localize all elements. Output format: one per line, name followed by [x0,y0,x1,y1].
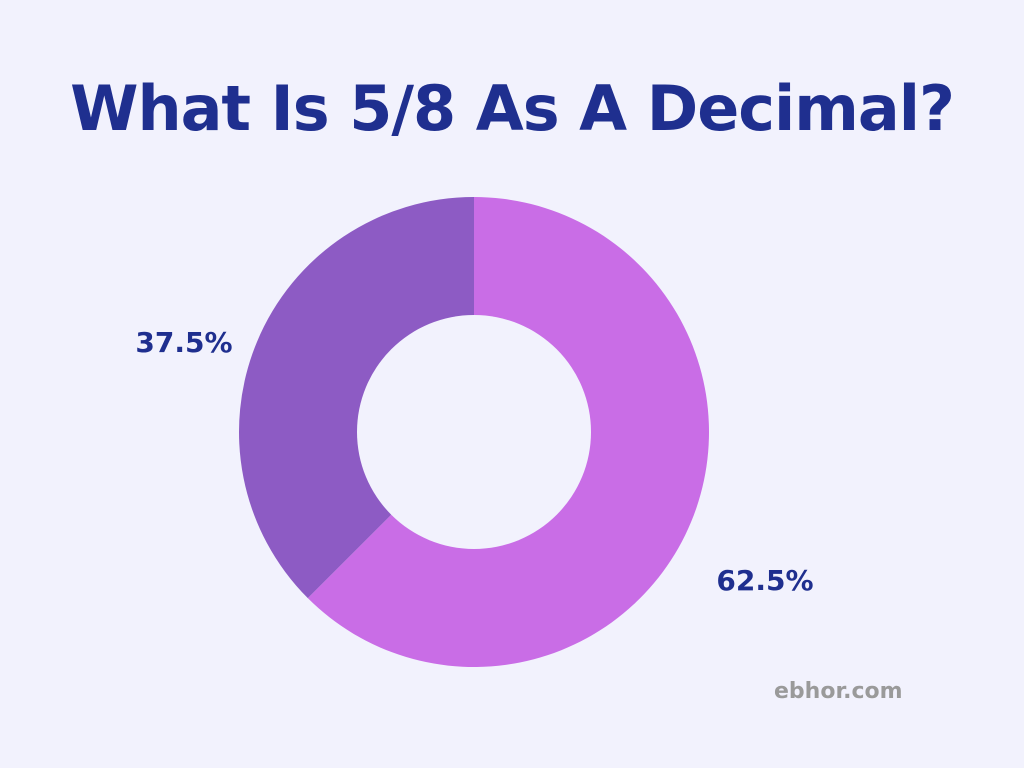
donut-hole [357,315,591,549]
slice-label-1: 62.5% [716,564,813,597]
chart-title: What Is 5/8 As A Decimal? [70,72,955,145]
slice-label-2: 37.5% [135,326,232,359]
donut-slice-2 [238,197,474,599]
watermark-text: ebhor.com [774,679,903,704]
donut-labels: 62.5% 37.5% [135,326,813,597]
